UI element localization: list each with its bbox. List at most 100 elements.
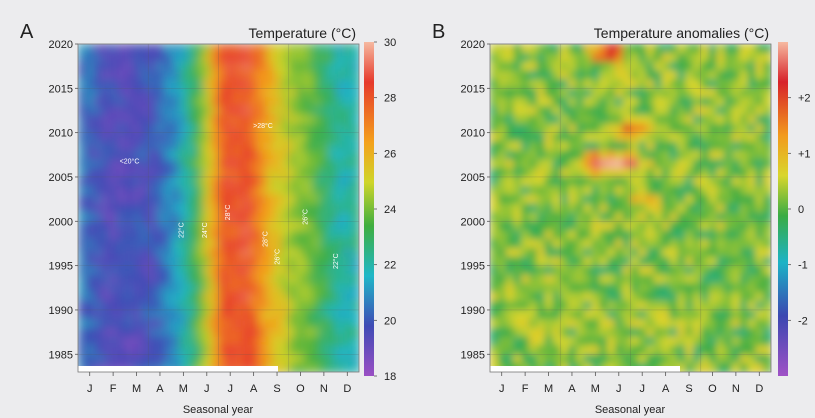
heatmap-cell: [513, 88, 523, 99]
heatmap-cell: [661, 212, 671, 223]
heatmap-cell: [536, 159, 546, 170]
heatmap-cell: [78, 230, 88, 241]
heatmap-cell: [234, 176, 244, 188]
heatmap-cell: [132, 265, 142, 276]
heatmap-cell: [646, 292, 656, 303]
heatmap-cell: [351, 301, 359, 312]
heatmap-cell: [335, 132, 345, 143]
heatmap-cell: [536, 327, 546, 338]
heatmap-cell: [700, 230, 710, 241]
heatmap-cell: [724, 132, 734, 143]
heatmap-cell: [195, 283, 205, 294]
heatmap-cell: [327, 132, 337, 143]
heatmap-cell: [536, 176, 546, 188]
heatmap-cell: [265, 336, 275, 347]
heatmap-cell: [685, 52, 695, 63]
heatmap-cell: [343, 61, 353, 72]
heatmap-cell: [747, 239, 757, 250]
heatmap-cell: [351, 44, 359, 55]
heatmap-cell: [755, 247, 765, 258]
heatmap-cell: [755, 176, 765, 188]
heatmap-cell: [312, 203, 322, 214]
heatmap-cell: [521, 212, 531, 223]
heatmap-cell: [575, 327, 585, 338]
heatmap-cell: [755, 114, 765, 125]
heatmap-cell: [195, 345, 205, 356]
x-tick-label: A: [568, 383, 576, 395]
heatmap-cell: [171, 354, 181, 365]
heatmap-cell: [327, 52, 337, 63]
heatmap-cell: [739, 194, 749, 205]
heatmap-cell: [599, 221, 609, 232]
heatmap-cell: [677, 97, 687, 108]
heatmap-cell: [249, 265, 259, 276]
colorbar-tick-label: -1: [798, 260, 808, 272]
heatmap-cell: [685, 265, 695, 276]
heatmap-cell: [529, 336, 539, 347]
heatmap-cell: [312, 106, 322, 117]
heatmap-cell: [630, 221, 640, 232]
heatmap-cell: [296, 274, 306, 285]
heatmap-cell: [529, 292, 539, 303]
heatmap-cell: [630, 256, 640, 267]
heatmap-cell: [85, 61, 95, 72]
heatmap-cell: [241, 79, 251, 90]
heatmap-cell: [521, 106, 531, 117]
heatmap-cell: [195, 318, 205, 329]
heatmap-cell: [560, 52, 570, 63]
heatmap-cell: [661, 318, 671, 329]
heatmap-cell: [505, 185, 515, 196]
heatmap-cell: [327, 247, 337, 258]
heatmap-cell: [249, 97, 259, 108]
heatmap-cell: [210, 123, 220, 134]
heatmap-cell: [661, 132, 671, 143]
heatmap-cell: [700, 114, 710, 125]
heatmap-cell: [304, 292, 314, 303]
heatmap-cell: [249, 176, 259, 188]
x-tick-label: A: [250, 383, 258, 395]
heatmap-cell: [234, 194, 244, 205]
heatmap-cell: [661, 265, 671, 276]
heatmap-cell: [653, 52, 663, 63]
heatmap-cell: [700, 44, 710, 55]
heatmap-cell: [351, 70, 359, 81]
heatmap-cell: [226, 354, 236, 365]
heatmap-cell: [312, 185, 322, 196]
heatmap-cell: [351, 194, 359, 205]
heatmap-cell: [599, 265, 609, 276]
heatmap-cell: [560, 88, 570, 99]
heatmap-cell: [93, 336, 103, 347]
heatmap-cell: [755, 168, 765, 179]
heatmap-cell: [677, 274, 687, 285]
heatmap-cell: [93, 247, 103, 258]
heatmap-cell: [747, 363, 757, 372]
heatmap-cell: [132, 79, 142, 90]
heatmap-cell: [163, 203, 173, 214]
heatmap-cell: [163, 44, 173, 55]
heatmap-cell: [568, 318, 578, 329]
heatmap-cell: [614, 150, 624, 161]
heatmap-cell: [716, 88, 726, 99]
heatmap-cell: [265, 150, 275, 161]
heatmap-cell: [560, 265, 570, 276]
heatmap-cell: [343, 256, 353, 267]
heatmap-cell: [536, 345, 546, 356]
heatmap-cell: [505, 309, 515, 321]
heatmap-cell: [249, 221, 259, 232]
heatmap-cell: [93, 239, 103, 250]
heatmap-cell: [490, 336, 500, 347]
heatmap-cell: [195, 114, 205, 125]
y-tick-label: 2010: [461, 128, 485, 140]
heatmap-cell: [529, 168, 539, 179]
heatmap-cell: [763, 247, 771, 258]
heatmap-cell: [93, 176, 103, 188]
heatmap-cell: [202, 44, 212, 55]
heatmap-cell: [187, 212, 197, 223]
heatmap-cell: [677, 363, 687, 372]
heatmap-cell: [536, 88, 546, 99]
heatmap-cell: [716, 239, 726, 250]
heatmap-cell: [763, 44, 771, 55]
heatmap-cell: [552, 265, 562, 276]
heatmap-cell: [552, 203, 562, 214]
heatmap-cell: [568, 230, 578, 241]
